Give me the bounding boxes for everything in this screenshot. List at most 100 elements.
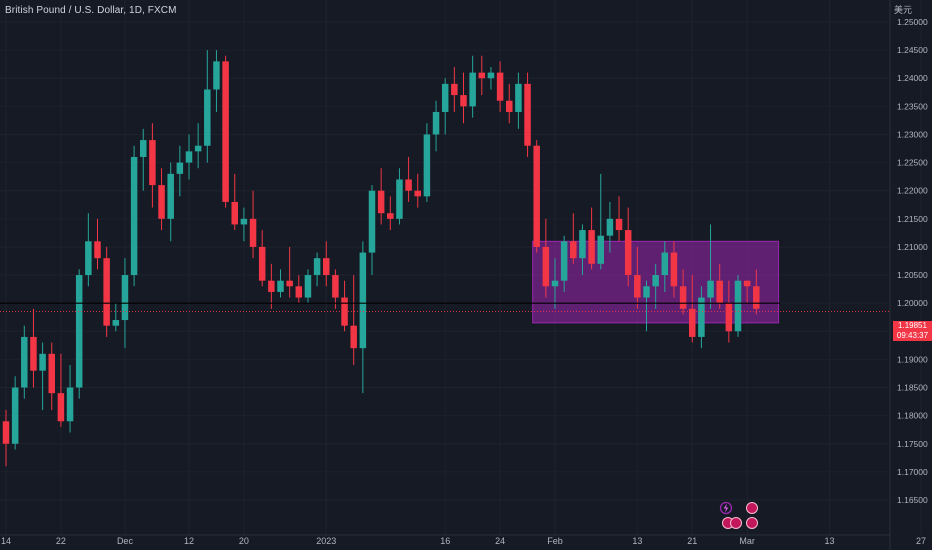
candle-body xyxy=(103,258,110,326)
candle-body xyxy=(66,387,74,422)
candle-body xyxy=(542,246,550,287)
x-tick-label: 12 xyxy=(184,536,194,546)
candle-body xyxy=(478,72,486,79)
y-tick-label: 1.21500 xyxy=(897,214,928,224)
current-price-badge: 1.19851 09:43:37 xyxy=(893,321,932,341)
y-tick-label: 1.21000 xyxy=(897,242,928,252)
candle-body xyxy=(323,258,330,276)
candle-body xyxy=(295,286,303,298)
candle-body xyxy=(48,353,55,394)
candle-body xyxy=(85,241,92,276)
candle-body xyxy=(158,185,165,219)
y-tick-label: 1.20500 xyxy=(897,270,928,280)
x-tick-label: Feb xyxy=(547,536,563,546)
candle-body xyxy=(496,72,504,101)
candle-body xyxy=(670,252,678,287)
candle-body xyxy=(753,286,760,309)
candle-body xyxy=(377,190,385,214)
candle-body xyxy=(140,140,147,157)
x-tick-label: 24 xyxy=(495,536,505,546)
uk-flag-event-icon[interactable] xyxy=(746,502,758,514)
candle-body xyxy=(130,156,138,276)
candle-body xyxy=(707,280,714,298)
candle-body xyxy=(524,83,531,146)
candle-body xyxy=(624,230,632,276)
x-tick-label: 22 xyxy=(56,536,66,546)
candle-body xyxy=(588,230,595,264)
candle-body xyxy=(441,83,449,112)
x-tick-label: 16 xyxy=(440,536,450,546)
currency-label: 美元 xyxy=(893,5,912,15)
candle-body xyxy=(396,179,403,219)
candle-body xyxy=(21,336,28,388)
candle-body xyxy=(204,89,211,146)
candle-body xyxy=(661,252,669,276)
candles xyxy=(2,50,760,467)
candle-body xyxy=(11,387,19,444)
candle-body xyxy=(240,218,248,225)
candle-body xyxy=(597,235,604,264)
x-tick-label: 27 xyxy=(916,536,926,546)
candle-body xyxy=(359,252,367,349)
candle-body xyxy=(423,134,431,197)
us-flag-event-icon[interactable] xyxy=(730,517,742,529)
candle-body xyxy=(332,275,339,298)
candle-body xyxy=(213,61,220,90)
candle-body xyxy=(304,275,312,298)
candle-body xyxy=(734,280,742,332)
x-tick-label: 20 xyxy=(239,536,249,546)
candle-body xyxy=(615,218,623,231)
y-tick-label: 1.24500 xyxy=(897,45,928,55)
y-tick-label: 1.25000 xyxy=(897,17,928,27)
event-markers[interactable] xyxy=(719,501,758,529)
y-tick-label: 1.23000 xyxy=(897,129,928,139)
candle-body xyxy=(57,393,65,422)
y-tick-label: 1.17000 xyxy=(897,467,928,477)
candle-body xyxy=(268,280,275,292)
candle-body xyxy=(258,246,266,281)
candle-body xyxy=(451,83,458,96)
candle-body xyxy=(725,303,733,332)
x-tick-label: 2023 xyxy=(316,536,336,546)
y-tick-label: 1.16500 xyxy=(897,495,928,505)
current-price-value: 1.19851 xyxy=(898,321,927,330)
chart-title: British Pound / U.S. Dollar, 1D, FXCM xyxy=(5,5,177,16)
candle-body xyxy=(515,83,522,112)
candle-body xyxy=(368,190,376,253)
y-tick-label: 1.23500 xyxy=(897,101,928,111)
candle-body xyxy=(460,95,467,107)
candle-body xyxy=(176,162,184,174)
y-tick-label: 1.24000 xyxy=(897,73,928,83)
candle-body xyxy=(387,213,394,219)
candle-body xyxy=(94,241,101,259)
candle-body xyxy=(194,145,202,152)
x-tick-label: 14 xyxy=(1,536,11,546)
candle-body xyxy=(652,275,659,287)
x-tick-label: 13 xyxy=(824,536,834,546)
candle-body xyxy=(350,325,357,349)
candle-body xyxy=(743,280,751,287)
candle-body xyxy=(112,320,120,326)
candle-body xyxy=(634,275,641,298)
candle-body xyxy=(286,280,293,287)
y-tick-label: 1.22500 xyxy=(897,158,928,168)
candle-body xyxy=(487,72,495,79)
candle-body xyxy=(716,280,723,304)
candle-body xyxy=(679,286,687,309)
candle-body xyxy=(606,218,614,236)
x-axis: 14 22 Dec 12 20 2023 16 24 Feb 13 21 Mar 13 27 xyxy=(0,534,926,546)
candle-body xyxy=(2,421,10,444)
y-tick-label: 1.22000 xyxy=(897,186,928,196)
candle-body xyxy=(506,100,513,112)
candle-body xyxy=(30,336,37,371)
price-lines xyxy=(0,302,890,312)
candle-body xyxy=(149,140,156,186)
uk-flag-event-icon[interactable] xyxy=(746,517,758,529)
x-tick-label: Dec xyxy=(117,536,134,546)
candle-body xyxy=(249,218,257,247)
y-tick-label: 1.18500 xyxy=(897,383,928,393)
candle-countdown: 09:43:37 xyxy=(896,331,929,340)
x-tick-label: 13 xyxy=(632,536,642,546)
y-tick-label: 1.19000 xyxy=(897,354,928,364)
